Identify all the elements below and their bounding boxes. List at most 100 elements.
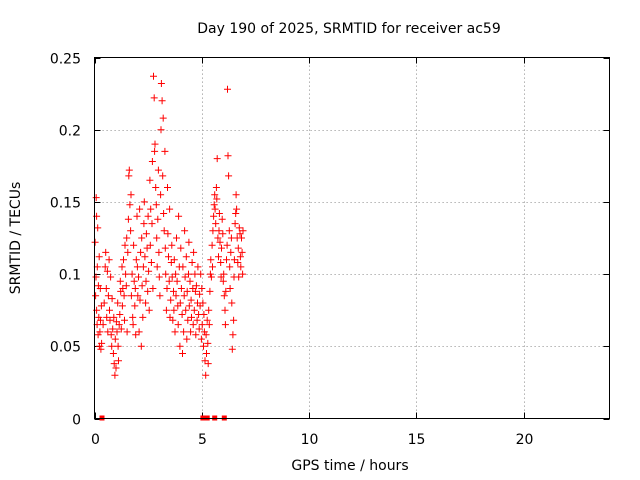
data-point bbox=[122, 270, 130, 278]
data-point bbox=[168, 241, 176, 249]
data-point bbox=[178, 311, 186, 318]
data-point bbox=[158, 97, 166, 105]
data-point bbox=[118, 263, 126, 271]
data-point bbox=[134, 292, 142, 300]
data-point bbox=[170, 256, 178, 264]
x-tick-label: 0 bbox=[91, 432, 100, 448]
data-point bbox=[213, 155, 221, 163]
data-point bbox=[98, 339, 106, 347]
data-point bbox=[165, 277, 173, 285]
data-point bbox=[114, 299, 122, 307]
data-point bbox=[217, 259, 225, 266]
data-point bbox=[221, 306, 229, 314]
data-point bbox=[215, 210, 223, 217]
data-point bbox=[183, 335, 191, 343]
data-point bbox=[110, 360, 118, 368]
data-point bbox=[135, 328, 143, 336]
data-point bbox=[169, 316, 177, 324]
data-point bbox=[94, 224, 102, 232]
data-point bbox=[129, 321, 137, 329]
data-point bbox=[141, 253, 149, 261]
data-point bbox=[106, 306, 113, 314]
data-point bbox=[159, 172, 167, 180]
data-point bbox=[97, 316, 104, 324]
data-point bbox=[226, 263, 234, 271]
data-point bbox=[116, 311, 124, 318]
data-point bbox=[102, 285, 110, 292]
y-axis-label: SRMTID / TECUs bbox=[8, 182, 24, 295]
y-tick-label: 0.05 bbox=[50, 340, 81, 356]
data-point bbox=[180, 292, 188, 300]
data-point bbox=[146, 176, 154, 184]
data-point bbox=[203, 350, 210, 357]
data-point bbox=[224, 152, 232, 160]
data-point bbox=[232, 210, 240, 217]
x-tick-label: 15 bbox=[408, 432, 426, 448]
data-point bbox=[164, 184, 171, 191]
data-point bbox=[202, 331, 210, 339]
data-point bbox=[189, 321, 197, 329]
data-point bbox=[124, 248, 132, 256]
data-point bbox=[151, 140, 159, 148]
data-point bbox=[99, 321, 107, 329]
data-point bbox=[117, 325, 125, 333]
data-point bbox=[131, 302, 139, 310]
data-point bbox=[187, 296, 195, 304]
data-point bbox=[92, 194, 100, 202]
data-point bbox=[162, 306, 170, 314]
data-point bbox=[221, 321, 229, 329]
data-point bbox=[202, 371, 210, 379]
data-point bbox=[238, 234, 245, 242]
data-point bbox=[215, 227, 223, 235]
data-point bbox=[116, 277, 124, 285]
data-point bbox=[104, 292, 112, 300]
data-point bbox=[223, 241, 231, 249]
data-point bbox=[107, 331, 115, 339]
data-point bbox=[210, 212, 218, 220]
data-point bbox=[197, 270, 205, 278]
x-tick-label: 5 bbox=[198, 432, 207, 448]
data-point bbox=[179, 350, 186, 357]
data-point bbox=[123, 234, 131, 242]
data-point bbox=[188, 313, 195, 321]
data-point bbox=[209, 227, 217, 235]
data-point bbox=[145, 267, 153, 275]
data-point bbox=[152, 201, 160, 209]
data-point bbox=[114, 342, 122, 350]
data-point bbox=[195, 325, 203, 333]
data-point bbox=[148, 220, 156, 228]
data-point bbox=[224, 85, 231, 93]
data-point bbox=[233, 205, 241, 213]
data-point bbox=[126, 201, 134, 209]
data-point bbox=[109, 350, 117, 357]
data-point bbox=[219, 277, 227, 285]
data-point bbox=[120, 256, 127, 264]
data-point bbox=[173, 277, 181, 285]
data-point bbox=[227, 248, 235, 256]
data-point bbox=[124, 215, 132, 223]
data-point bbox=[138, 282, 146, 290]
data-point bbox=[170, 306, 178, 314]
data-point bbox=[139, 263, 147, 271]
data-point bbox=[182, 253, 190, 261]
data-point bbox=[194, 263, 202, 271]
data-point bbox=[103, 313, 111, 321]
data-point bbox=[219, 230, 227, 238]
data-point bbox=[142, 299, 150, 307]
data-point bbox=[239, 270, 247, 278]
data-point bbox=[111, 335, 119, 343]
data-point bbox=[140, 220, 148, 228]
data-point bbox=[172, 292, 180, 300]
data-point bbox=[236, 253, 244, 261]
data-point bbox=[103, 267, 111, 275]
data-point bbox=[130, 241, 138, 249]
data-point bbox=[144, 212, 152, 220]
data-points bbox=[91, 72, 247, 421]
data-point bbox=[100, 299, 108, 307]
data-point bbox=[179, 263, 187, 271]
data-point bbox=[115, 321, 123, 329]
data-point bbox=[216, 238, 224, 246]
data-point bbox=[185, 270, 192, 278]
data-point bbox=[201, 357, 209, 365]
data-point bbox=[234, 244, 242, 252]
